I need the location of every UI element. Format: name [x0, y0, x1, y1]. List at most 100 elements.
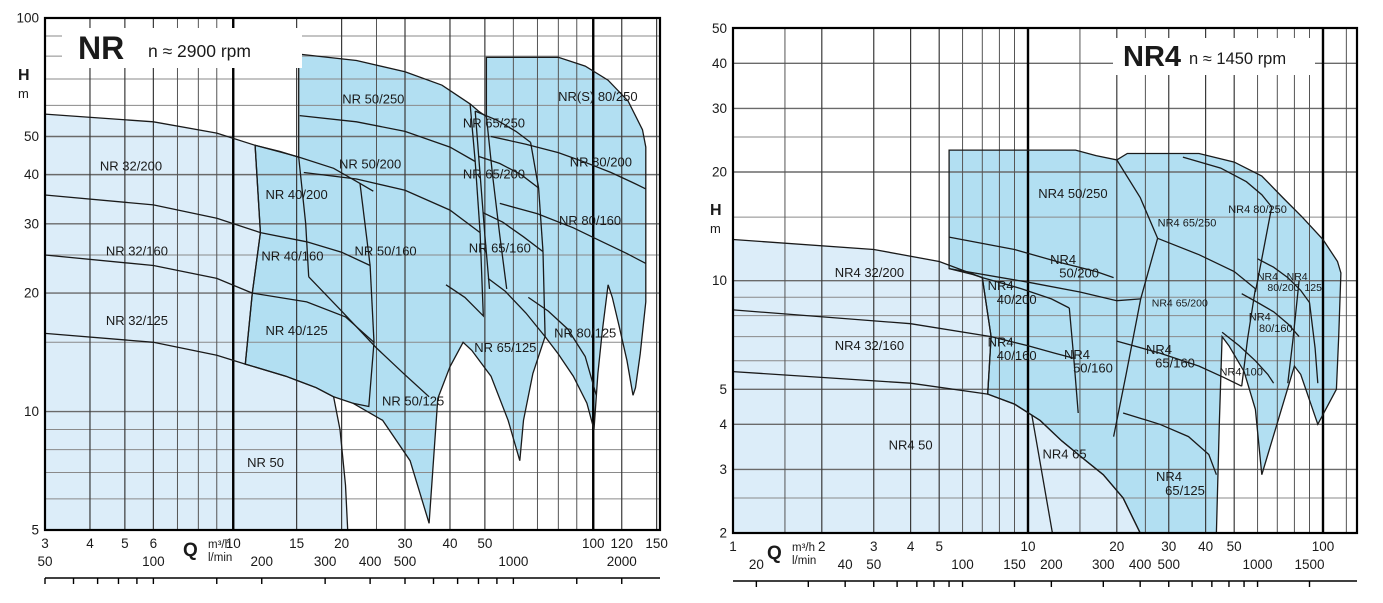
x-tick-label-lmin: 1000: [1243, 557, 1273, 572]
title-box: [62, 28, 302, 68]
y-tick-label: 2: [719, 526, 727, 541]
x-tick-label-m3h: 100: [1312, 539, 1335, 554]
region-label: NR 65/200: [463, 167, 525, 182]
region-label: NR 32/125: [106, 313, 168, 328]
region-label: NR4 65: [1042, 446, 1086, 461]
x-axis-label-q: Q: [183, 540, 198, 561]
x-tick-label-lmin: 100: [951, 557, 974, 572]
y-tick-label: 10: [24, 404, 39, 419]
pump-regions: [45, 54, 646, 530]
y-axis-label: H: [18, 67, 30, 84]
pump-boundary-curve: [542, 251, 546, 337]
x-tick-label-m3h: 2: [818, 539, 826, 554]
pump-boundary-curve: [308, 276, 430, 398]
pump-boundary-curve: [445, 232, 485, 318]
x-axis-tick-labels: 1 2 3 4 5 10 20 30 40 50 100 20 40 50 100 150 200 300 400 5…: [729, 539, 1334, 572]
region-label: NR4 50/250: [1038, 186, 1107, 201]
y-axis-label: H: [710, 202, 722, 219]
region-label: NR 80/160: [559, 213, 621, 228]
y-tick-label: 10: [712, 273, 727, 288]
region-label: NR4 50: [889, 437, 933, 452]
region-label: NR 32/200: [100, 158, 162, 173]
region-label: NR4 100: [1219, 367, 1262, 379]
pump-boundary-curve: [254, 144, 374, 192]
pump-boundary-curve: [733, 309, 992, 338]
chart-subtitle: n ≈ 2900 rpm: [148, 41, 251, 61]
lmin-ruler: [44, 577, 660, 584]
x-tick-label-m3h: 50: [477, 536, 492, 551]
pump-boundary-curve: [948, 236, 1114, 279]
x-tick-label-lmin: 150: [1003, 557, 1026, 572]
y-tick-label: 5: [31, 523, 39, 538]
x-tick-label-m3h: 120: [610, 536, 633, 551]
x-tick-label-m3h: 40: [1198, 539, 1213, 554]
pump-boundary-curve: [303, 171, 481, 234]
x-tick-label-m3h: 1: [729, 539, 737, 554]
region-label: NR4 80/250: [1228, 204, 1287, 216]
region-label: NR4 50/160: [1064, 347, 1113, 376]
region-label: NR4 80/200: [1257, 271, 1300, 294]
x-axis-unit-lmin: l/min: [792, 555, 816, 567]
pump-boundary-curve: [299, 114, 476, 163]
region-label: NR 50/200: [339, 156, 401, 171]
x-tick-label-lmin: 500: [394, 554, 417, 569]
pump-boundary-curve: [359, 183, 371, 266]
nr-32-family-region: [45, 114, 348, 530]
region-label: NR 50/160: [355, 244, 417, 259]
pump-boundary-curve: [469, 103, 476, 162]
x-axis-unit-lmin: l/min: [208, 552, 232, 564]
x-tick-label-m3h: 4: [86, 536, 94, 551]
x-tick-label-m3h: 15: [289, 536, 304, 551]
pump-boundary-curve: [1308, 302, 1319, 384]
pump-boundary-curve: [487, 277, 546, 338]
x-tick-label-m3h: 3: [41, 536, 49, 551]
region-label: NR 50/125: [382, 394, 444, 409]
x-tick-label-lmin: 400: [1129, 557, 1152, 572]
pump-boundary-curve: [1257, 258, 1311, 303]
pump-boundary-curve: [990, 335, 1074, 359]
y-tick-label: 40: [24, 167, 39, 182]
pump-boundary-curve: [537, 187, 544, 252]
region-label: NR 65/160: [469, 240, 531, 255]
x-tick-label-lmin: 300: [314, 554, 337, 569]
y-tick-label: 30: [24, 216, 39, 231]
pump-boundary-curve: [1287, 280, 1300, 384]
x-tick-label-m3h: 150: [645, 536, 668, 551]
x-tick-label-m3h: 10: [1020, 539, 1035, 554]
region-label: NR4 65/160: [1146, 342, 1195, 371]
pump-boundary-curve: [485, 116, 508, 289]
pump-boundary-curve: [1112, 298, 1142, 437]
y-axis-unit: m: [710, 221, 721, 236]
x-tick-label-lmin: 1500: [1294, 557, 1324, 572]
x-tick-label-lmin: 300: [1092, 557, 1115, 572]
nr-40-80-family-region-outline: [244, 53, 647, 524]
x-tick-label-lmin: 200: [250, 554, 273, 569]
pump-boundary-curve: [1122, 412, 1218, 475]
chart-title: NR4: [1123, 41, 1181, 73]
region-label: NR 65/125: [474, 340, 536, 355]
x-tick-label-lmin: 100: [142, 554, 165, 569]
pump-boundary-curve: [1254, 206, 1273, 293]
pump-boundary-curve: [1241, 293, 1300, 338]
pump-boundary-curve: [45, 194, 261, 234]
plot-border: [731, 26, 1359, 535]
x-tick-label-lmin: 40: [838, 557, 853, 572]
x-tick-label-m3h: 5: [935, 539, 943, 554]
pump-curves: [45, 53, 647, 530]
region-label: NR 40/125: [266, 323, 328, 338]
pump-boundary-curve: [260, 231, 371, 267]
y-tick-label: 5: [719, 382, 727, 397]
pump-boundary-curve: [474, 161, 481, 233]
x-tick-label-m3h: 20: [334, 536, 349, 551]
region-label: NR 80/200: [570, 154, 632, 169]
pump-boundary-curve: [948, 267, 1141, 302]
pump-boundary-curve: [352, 342, 375, 408]
chart-subtitle: n ≈ 1450 rpm: [1189, 50, 1286, 68]
region-label: NR4 80/160: [1249, 312, 1293, 336]
pump-boundary-curve: [1073, 358, 1079, 414]
plot-border: [43, 16, 662, 532]
region-label: NR 50: [247, 455, 284, 470]
y-tick-label: 50: [24, 129, 39, 144]
region-label: NR4 65/125: [1156, 469, 1205, 498]
